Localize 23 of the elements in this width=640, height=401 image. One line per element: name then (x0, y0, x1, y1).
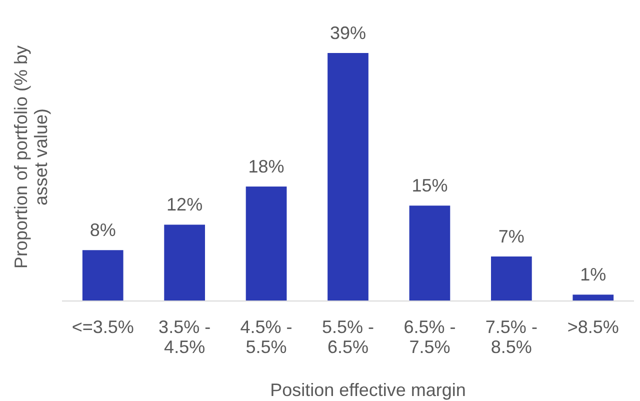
bar (491, 256, 532, 301)
x-tick-label: 3.5% - 4.5% (158, 317, 211, 357)
x-tick-label: 5.5% - 6.5% (322, 317, 374, 357)
x-tick-label: >8.5% (567, 317, 619, 337)
x-tick-label: 7.5% - 8.5% (485, 317, 538, 357)
bar (246, 186, 287, 301)
x-tick-label: 6.5% - 7.5% (404, 317, 456, 357)
bar (164, 224, 205, 301)
data-label: 39% (330, 23, 366, 43)
bar (572, 294, 614, 301)
data-label: 18% (248, 156, 284, 177)
data-label: 8% (90, 220, 116, 240)
data-label: 1% (580, 264, 606, 285)
x-tick-label: <=3.5% (72, 317, 134, 337)
bar (328, 53, 368, 301)
x-axis-title: Position effective margin (270, 380, 466, 400)
data-label: 15% (412, 176, 448, 196)
bar (82, 250, 124, 301)
bar (409, 206, 450, 301)
y-axis-title: Proportion of portfolio (% by asset value) (11, 45, 51, 269)
data-label: 7% (498, 226, 524, 246)
data-label: 12% (166, 194, 203, 215)
x-tick-label: 4.5% - 5.5% (240, 317, 292, 357)
